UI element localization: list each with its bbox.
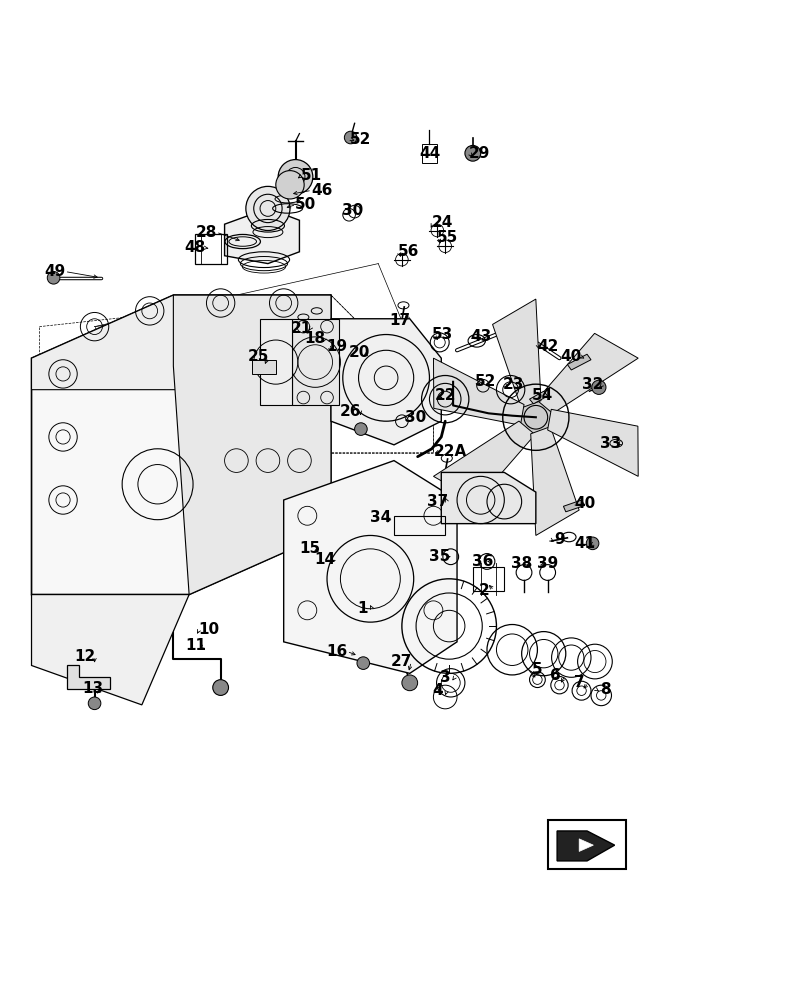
Circle shape [47,271,60,284]
Text: 29: 29 [468,146,490,161]
Text: 1: 1 [357,601,368,616]
Text: 16: 16 [327,644,348,659]
Text: 11: 11 [185,638,206,653]
Text: 41: 41 [574,536,595,551]
Text: 12: 12 [75,649,95,664]
Text: 53: 53 [433,327,453,342]
Polygon shape [548,409,638,476]
Text: 48: 48 [185,240,206,255]
Text: 22A: 22A [434,444,467,459]
Text: 43: 43 [470,329,491,344]
Text: 34: 34 [370,510,391,525]
Polygon shape [67,665,110,689]
Text: 22: 22 [434,388,456,403]
Text: 35: 35 [429,549,450,564]
Text: 20: 20 [348,345,370,360]
Circle shape [516,398,556,437]
Polygon shape [260,319,292,405]
Text: 49: 49 [45,264,65,279]
Text: 36: 36 [471,554,493,569]
Bar [195,234,227,264]
Text: 10: 10 [199,622,219,637]
Text: 28: 28 [195,225,217,240]
Circle shape [278,160,313,194]
Text: 52: 52 [349,132,371,147]
Text: 33: 33 [600,436,621,451]
Circle shape [402,675,418,691]
Text: 19: 19 [327,339,348,354]
Polygon shape [530,427,579,535]
Polygon shape [579,839,593,851]
Polygon shape [567,354,591,370]
Text: 2: 2 [479,583,490,598]
Text: 52: 52 [474,374,496,389]
Circle shape [592,380,606,394]
Polygon shape [563,500,585,512]
Text: 24: 24 [432,215,454,230]
Text: 3: 3 [440,670,451,685]
Polygon shape [225,208,299,264]
Text: 17: 17 [390,313,411,328]
Polygon shape [284,461,457,673]
Polygon shape [32,295,331,595]
Text: 46: 46 [310,183,333,198]
Bar [548,820,626,869]
Polygon shape [292,319,339,405]
Text: 23: 23 [503,377,525,392]
Polygon shape [433,421,535,501]
Text: 54: 54 [532,388,552,403]
Text: 30: 30 [406,410,426,425]
Text: 25: 25 [247,349,269,364]
Polygon shape [173,295,331,595]
Text: 27: 27 [391,654,413,669]
Text: 55: 55 [437,230,458,245]
Circle shape [344,131,357,144]
Polygon shape [557,831,615,861]
Text: 7: 7 [574,675,585,690]
Text: 50: 50 [296,197,316,212]
Text: 15: 15 [299,541,320,556]
Text: 40: 40 [561,349,582,364]
Polygon shape [331,319,441,445]
Text: 32: 32 [582,377,604,392]
Polygon shape [433,358,524,425]
Text: 6: 6 [550,668,561,683]
Text: 38: 38 [511,556,532,571]
Text: 18: 18 [305,331,325,346]
Text: 44: 44 [419,146,440,161]
Polygon shape [252,360,276,374]
Circle shape [465,145,481,161]
Circle shape [213,680,229,695]
Text: 51: 51 [301,168,322,183]
Polygon shape [32,295,331,390]
Circle shape [246,186,290,231]
Text: 9: 9 [554,532,565,547]
Text: 30: 30 [343,203,363,218]
Polygon shape [492,299,541,408]
Text: 42: 42 [537,339,559,354]
Circle shape [357,657,370,669]
Text: 40: 40 [574,496,595,511]
Polygon shape [530,391,548,404]
Text: 37: 37 [427,494,448,509]
Text: 56: 56 [397,244,419,259]
Text: 14: 14 [314,552,335,567]
Circle shape [276,171,304,199]
Text: 8: 8 [600,682,611,697]
Text: 26: 26 [340,404,362,419]
Polygon shape [537,333,638,413]
Text: 4: 4 [432,683,443,698]
Circle shape [88,697,101,710]
Text: 39: 39 [537,556,558,571]
Polygon shape [441,472,536,524]
Circle shape [586,537,599,550]
Text: 5: 5 [532,662,543,677]
Polygon shape [32,595,189,705]
Text: 13: 13 [83,681,103,696]
Text: 21: 21 [291,321,311,336]
Circle shape [355,423,367,435]
